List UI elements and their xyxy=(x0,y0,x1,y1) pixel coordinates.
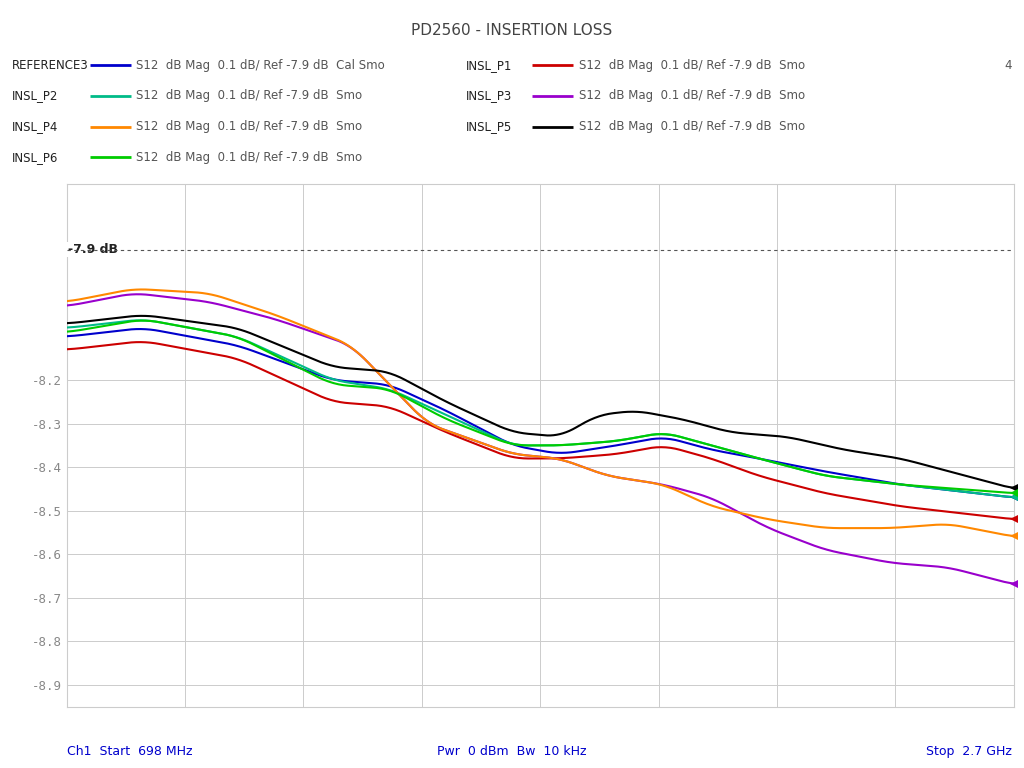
Text: PD2560 - INSERTION LOSS: PD2560 - INSERTION LOSS xyxy=(412,23,612,38)
Text: S12  dB Mag  0.1 dB/ Ref -7.9 dB  Smo: S12 dB Mag 0.1 dB/ Ref -7.9 dB Smo xyxy=(136,151,362,164)
Text: S12  dB Mag  0.1 dB/ Ref -7.9 dB  Smo: S12 dB Mag 0.1 dB/ Ref -7.9 dB Smo xyxy=(579,59,805,71)
Text: INSL_P3: INSL_P3 xyxy=(466,90,512,102)
Text: REFERENCE3: REFERENCE3 xyxy=(12,59,89,71)
Text: INSL_P6: INSL_P6 xyxy=(12,151,58,164)
Text: S12  dB Mag  0.1 dB/ Ref -7.9 dB  Smo: S12 dB Mag 0.1 dB/ Ref -7.9 dB Smo xyxy=(136,90,362,102)
Text: -7.9 dB: -7.9 dB xyxy=(68,243,118,256)
Text: INSL_P4: INSL_P4 xyxy=(12,121,58,133)
Text: INSL_P2: INSL_P2 xyxy=(12,90,58,102)
Text: INSL_P5: INSL_P5 xyxy=(466,121,512,133)
Text: S12  dB Mag  0.1 dB/ Ref -7.9 dB  Smo: S12 dB Mag 0.1 dB/ Ref -7.9 dB Smo xyxy=(136,121,362,133)
Text: S12  dB Mag  0.1 dB/ Ref -7.9 dB  Smo: S12 dB Mag 0.1 dB/ Ref -7.9 dB Smo xyxy=(579,121,805,133)
Text: Stop  2.7 GHz: Stop 2.7 GHz xyxy=(926,745,1012,757)
Text: S12  dB Mag  0.1 dB/ Ref -7.9 dB  Cal Smo: S12 dB Mag 0.1 dB/ Ref -7.9 dB Cal Smo xyxy=(136,59,385,71)
Text: Ch1  Start  698 MHz: Ch1 Start 698 MHz xyxy=(67,745,193,757)
Text: Pwr  0 dBm  Bw  10 kHz: Pwr 0 dBm Bw 10 kHz xyxy=(437,745,587,757)
Text: INSL_P1: INSL_P1 xyxy=(466,59,512,71)
Text: 4: 4 xyxy=(1005,59,1012,71)
Text: S12  dB Mag  0.1 dB/ Ref -7.9 dB  Smo: S12 dB Mag 0.1 dB/ Ref -7.9 dB Smo xyxy=(579,90,805,102)
